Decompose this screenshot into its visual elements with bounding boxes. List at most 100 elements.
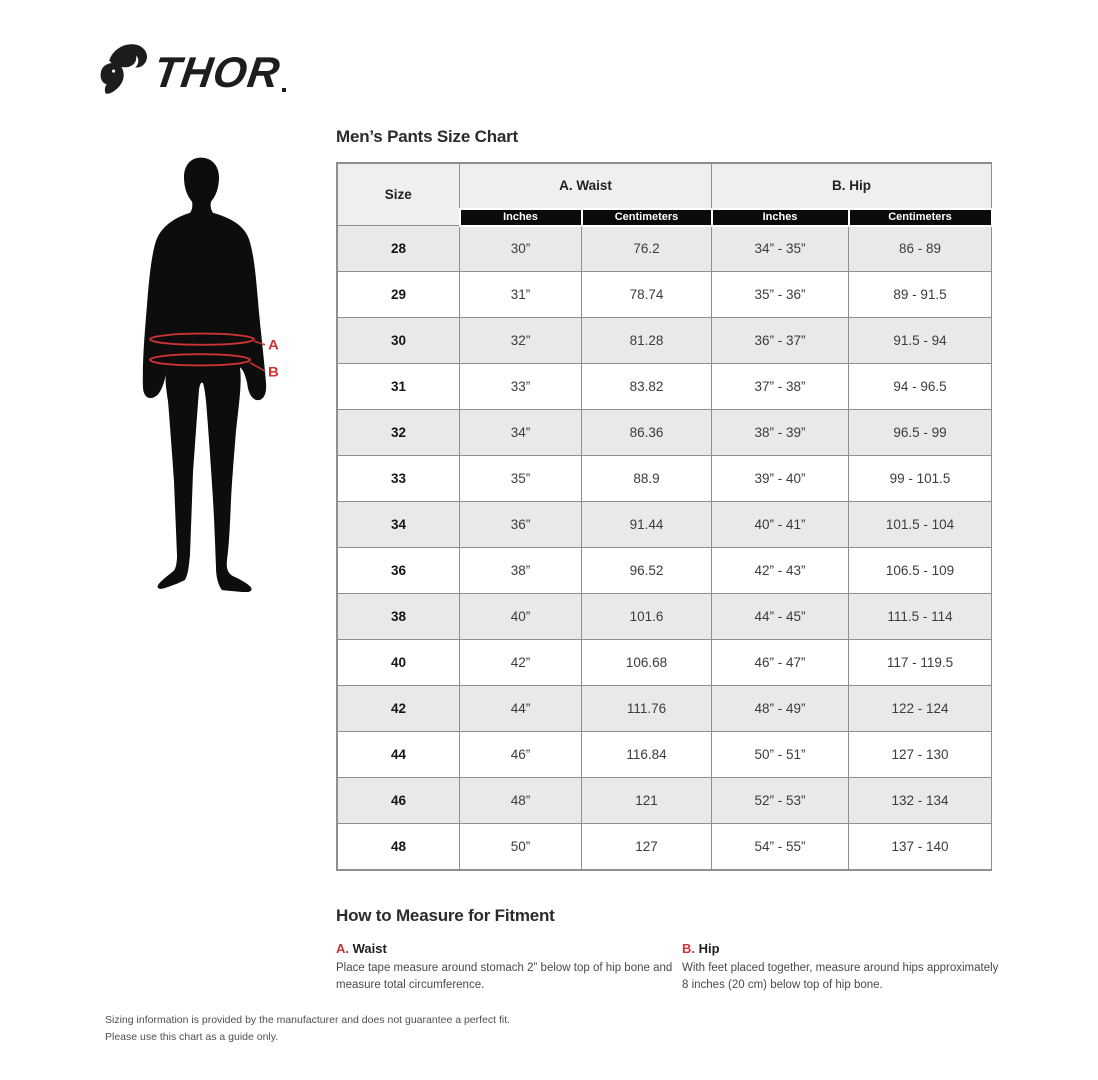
hip-inches-value: 54” - 55” [711, 823, 850, 870]
hip-centimeters-value: 94 - 96.5 [848, 363, 993, 410]
measure-waist-heading: A. Waist [336, 941, 688, 956]
column-header-hip: B. Hip [711, 163, 993, 209]
hip-centimeters-value: 122 - 124 [848, 685, 993, 732]
size-value: 28 [337, 225, 460, 272]
waist-centimeters-value: 127 [580, 823, 713, 870]
measure-hip-prefix: B. [682, 941, 695, 956]
waist-centimeters-value: 121 [580, 777, 713, 824]
hip-inches-value: 36” - 37” [711, 317, 850, 364]
measure-hip-instructions: B. Hip With feet placed together, measur… [682, 941, 1006, 995]
hip-centimeters-value: 86 - 89 [848, 225, 993, 272]
size-value: 38 [337, 593, 460, 640]
size-value: 29 [337, 271, 460, 318]
column-header-waist: A. Waist [458, 163, 713, 209]
table-row: 29 31” 78.74 35” - 36” 89 - 91.5 [337, 271, 993, 318]
waist-leader-line [253, 340, 266, 346]
waist-inches-value: 35” [459, 455, 582, 502]
size-value: 48 [337, 823, 460, 870]
table-row: 28 30” 76.2 34” - 35” 86 - 89 [337, 225, 993, 272]
hip-inches-value: 39” - 40” [711, 455, 850, 502]
hip-inches-value: 52” - 53” [711, 777, 850, 824]
hip-centimeters-value: 127 - 130 [848, 731, 993, 778]
size-value: 42 [337, 685, 460, 732]
measure-hip-text: With feet placed together, measure aroun… [682, 962, 999, 992]
waist-centimeters-value: 78.74 [580, 271, 713, 318]
waist-centimeters-value: 81.28 [580, 317, 713, 364]
hip-centimeters-value: 137 - 140 [848, 823, 993, 870]
waist-inches-value: 32” [459, 317, 582, 364]
hip-centimeters-value: 96.5 - 99 [848, 409, 993, 456]
figure-label-b: B [268, 365, 279, 380]
size-chart-table: Size A. Waist B. Hip Inches Centimeters … [336, 162, 993, 871]
table-row: 38 40” 101.6 44” - 45” 111.5 - 114 [337, 593, 993, 640]
waist-centimeters-value: 96.52 [580, 547, 713, 594]
measure-hip-heading: B. Hip [682, 941, 1006, 956]
waist-centimeters-value: 106.68 [580, 639, 713, 686]
waist-inches-value: 36” [459, 501, 582, 548]
size-value: 44 [337, 731, 460, 778]
hip-leader-line [249, 361, 266, 372]
hip-inches-value: 34” - 35” [711, 225, 850, 272]
waist-centimeters-value: 111.76 [580, 685, 713, 732]
waist-inches-value: 38” [459, 547, 582, 594]
measure-hip-label: Hip [698, 941, 720, 956]
measure-waist-instructions: A. Waist Place tape measure around stoma… [336, 941, 688, 995]
table-row: 30 32” 81.28 36” - 37” 91.5 - 94 [337, 317, 993, 364]
hip-measure-band [149, 353, 251, 367]
size-chart-title: Men’s Pants Size Chart [336, 127, 519, 146]
brand-wordmark: THOR [150, 49, 284, 97]
hip-inches-value: 37” - 38” [711, 363, 850, 410]
hip-inches-value: 44” - 45” [711, 593, 850, 640]
table-row: 44 46” 116.84 50” - 51” 127 - 130 [337, 731, 993, 778]
waist-inches-value: 44” [459, 685, 582, 732]
hip-centimeters-value: 91.5 - 94 [848, 317, 993, 364]
hip-inches-value: 38” - 39” [711, 409, 850, 456]
column-header-hip-centimeters: Centimeters [847, 207, 993, 227]
waist-inches-value: 33” [459, 363, 582, 410]
table-row: 42 44” 111.76 48” - 49” 122 - 124 [337, 685, 993, 732]
table-row: 34 36” 91.44 40” - 41” 101.5 - 104 [337, 501, 993, 548]
logo-registered-dot [281, 88, 286, 92]
male-silhouette [142, 157, 267, 592]
waist-centimeters-value: 88.9 [580, 455, 713, 502]
hip-inches-value: 42” - 43” [711, 547, 850, 594]
measure-waist-prefix: A. [336, 941, 349, 956]
hip-centimeters-value: 132 - 134 [848, 777, 993, 824]
disclaimer-line-2: Please use this chart as a guide only. [105, 1030, 279, 1043]
measurement-figure: A B [128, 152, 310, 592]
table-row: 46 48” 121 52” - 53” 132 - 134 [337, 777, 993, 824]
size-value: 40 [337, 639, 460, 686]
waist-inches-value: 34” [459, 409, 582, 456]
brand-logo: THOR [98, 40, 286, 97]
waist-centimeters-value: 91.44 [580, 501, 713, 548]
size-value: 34 [337, 501, 460, 548]
column-header-hip-inches: Inches [710, 207, 850, 227]
hip-centimeters-value: 99 - 101.5 [848, 455, 993, 502]
waist-inches-value: 40” [459, 593, 582, 640]
hip-centimeters-value: 117 - 119.5 [848, 639, 993, 686]
hip-centimeters-value: 101.5 - 104 [848, 501, 993, 548]
hip-inches-value: 35” - 36” [711, 271, 850, 318]
measure-section-title: How to Measure for Fitment [336, 906, 555, 925]
hip-centimeters-value: 89 - 91.5 [848, 271, 993, 318]
size-value: 46 [337, 777, 460, 824]
hip-inches-value: 40” - 41” [711, 501, 850, 548]
waist-centimeters-value: 101.6 [580, 593, 713, 640]
size-value: 36 [337, 547, 460, 594]
table-row: 31 33” 83.82 37” - 38” 94 - 96.5 [337, 363, 993, 410]
table-row: 32 34” 86.36 38” - 39” 96.5 - 99 [337, 409, 993, 456]
measure-waist-label: Waist [352, 941, 387, 956]
size-value: 31 [337, 363, 460, 410]
hip-centimeters-value: 106.5 - 109 [848, 547, 993, 594]
waist-centimeters-value: 76.2 [580, 225, 713, 272]
size-value: 32 [337, 409, 460, 456]
waist-centimeters-value: 83.82 [580, 363, 713, 410]
size-value: 33 [337, 455, 460, 502]
waist-inches-value: 42” [459, 639, 582, 686]
waist-inches-value: 48” [459, 777, 582, 824]
waist-inches-value: 30” [459, 225, 582, 272]
figure-label-a: A [268, 338, 279, 353]
waist-inches-value: 31” [459, 271, 582, 318]
table-row: 33 35” 88.9 39” - 40” 99 - 101.5 [337, 455, 993, 502]
